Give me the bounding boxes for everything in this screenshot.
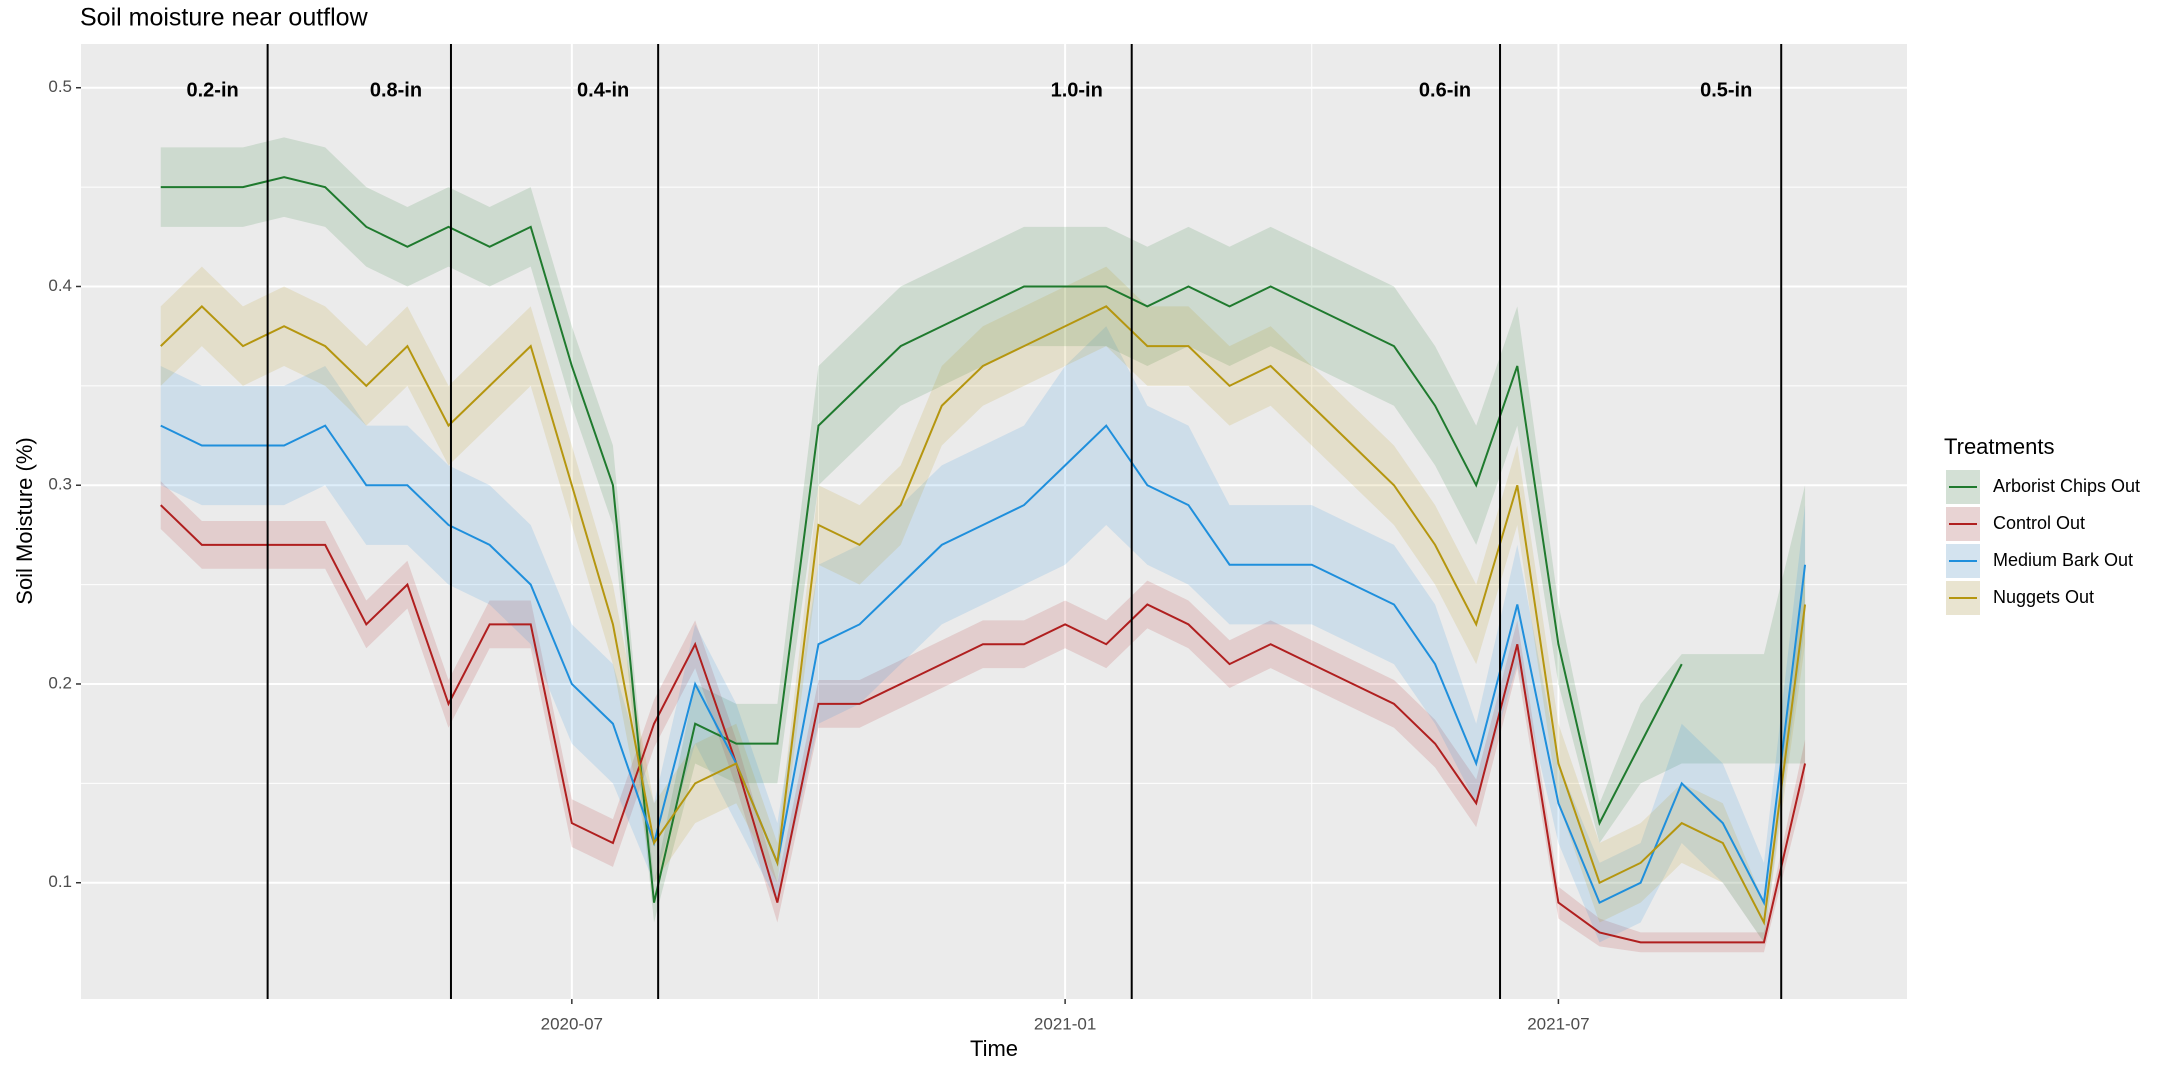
legend-label: Arborist Chips Out bbox=[1993, 476, 2140, 496]
x-tick-label: 2021-01 bbox=[1034, 1014, 1096, 1033]
event-label: 0.5-in bbox=[1700, 79, 1752, 101]
y-tick-label: 0.5 bbox=[48, 77, 72, 96]
legend-label: Control Out bbox=[1993, 513, 2085, 533]
y-tick-label: 0.2 bbox=[48, 673, 72, 692]
x-tick-label: 2020-07 bbox=[541, 1014, 603, 1033]
ribbon bbox=[160, 266, 1806, 943]
ribbon bbox=[160, 481, 1806, 953]
chart-title: Soil moisture near outflow bbox=[80, 4, 369, 32]
y-tick-label: 0.4 bbox=[48, 276, 72, 295]
y-tick-label: 0.3 bbox=[48, 475, 72, 494]
ribbon bbox=[160, 137, 1806, 923]
y-tick-label: 0.1 bbox=[48, 872, 72, 891]
series-line bbox=[160, 504, 1807, 944]
x-axis-label: Time bbox=[970, 1036, 1018, 1061]
series-line bbox=[160, 424, 1807, 906]
x-tick-label: 2021-07 bbox=[1527, 1014, 1589, 1033]
legend-label: Medium Bark Out bbox=[1993, 550, 2133, 570]
series-line bbox=[160, 304, 1807, 926]
event-label: 0.8-in bbox=[370, 79, 422, 101]
event-label: 0.6-in bbox=[1419, 79, 1471, 101]
plot-panel bbox=[81, 44, 1907, 999]
y-axis-label: Soil Moisture (%) bbox=[12, 437, 37, 604]
event-label: 1.0-in bbox=[1051, 79, 1103, 101]
legend-title: Treatments bbox=[1944, 434, 2054, 459]
event-label: 0.4-in bbox=[577, 79, 629, 101]
event-label: 0.2-in bbox=[187, 79, 239, 101]
legend-label: Nuggets Out bbox=[1993, 587, 2094, 607]
